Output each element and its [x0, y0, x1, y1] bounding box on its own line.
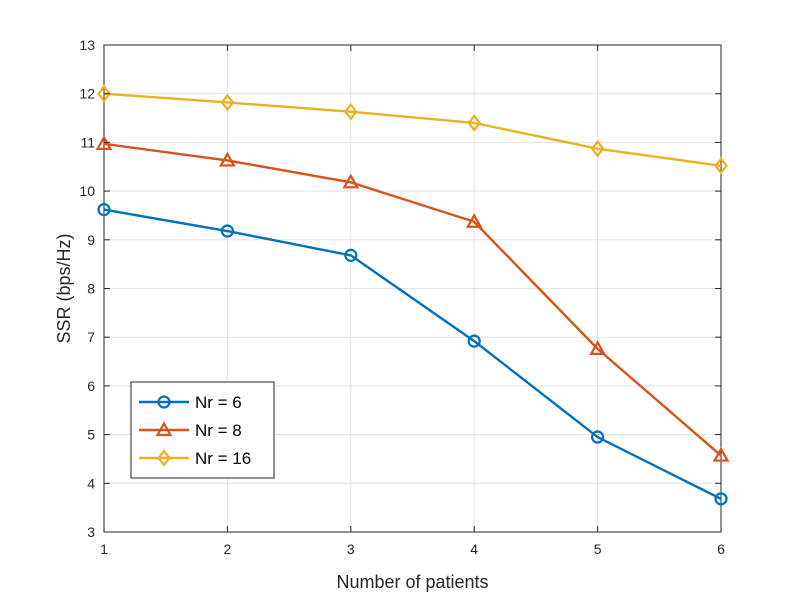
legend-marker [155, 421, 173, 437]
legend-entry: Nr = 6 [139, 393, 242, 412]
x-tick-label: 1 [100, 541, 108, 557]
data-point [343, 102, 358, 121]
y-tick-label: 6 [87, 378, 95, 394]
x-tick-label: 6 [717, 541, 725, 557]
series-line [103, 92, 722, 167]
data-point [714, 492, 728, 506]
legend-label: Nr = 16 [195, 449, 251, 468]
legend-label: Nr = 6 [195, 393, 242, 412]
y-tick-label: 9 [87, 232, 95, 248]
data-point [467, 114, 482, 132]
legend-entry: Nr = 8 [139, 421, 242, 440]
data-point [219, 151, 236, 167]
data-point [465, 213, 483, 228]
data-point [342, 173, 360, 189]
legend-entry: Nr = 16 [139, 449, 251, 468]
x-tick-label: 5 [594, 541, 602, 557]
legend-marker [157, 449, 171, 467]
data-point [712, 446, 730, 462]
y-tick-label: 7 [87, 329, 95, 345]
data-point [467, 334, 481, 348]
y-tick-label: 12 [79, 86, 95, 102]
y-tick-label: 13 [79, 37, 95, 53]
y-tick-label: 11 [80, 134, 95, 150]
series-2 [95, 135, 730, 462]
series-line [103, 208, 722, 500]
y-tick-label: 8 [87, 281, 95, 297]
x-tick-label: 4 [470, 541, 478, 557]
data-point [590, 430, 605, 444]
data-point [220, 93, 235, 112]
x-axis-title: Number of patients [336, 572, 488, 592]
series-line [103, 142, 722, 457]
data-point [95, 135, 113, 150]
data-point [714, 156, 728, 175]
legend-label: Nr = 8 [195, 421, 242, 440]
x-tick-label: 2 [224, 541, 232, 557]
legend-marker [157, 395, 171, 409]
series-1 [97, 203, 728, 506]
data-point [344, 248, 358, 262]
y-tick-label: 5 [87, 427, 95, 443]
y-tick-label: 10 [79, 183, 95, 199]
data-point [590, 139, 605, 158]
data-point [589, 340, 606, 355]
x-tick-label: 3 [347, 541, 355, 557]
legend: Nr = 6 Nr = 8 Nr = 16 [130, 381, 275, 479]
y-axis-title: SSR (bps/Hz) [54, 233, 74, 343]
data-point [220, 224, 234, 238]
series-group [95, 84, 730, 506]
data-point [97, 203, 111, 217]
y-tick-label: 4 [87, 475, 95, 491]
series-3 [97, 84, 728, 175]
data-point [97, 84, 111, 103]
y-tick-label: 3 [87, 524, 95, 540]
